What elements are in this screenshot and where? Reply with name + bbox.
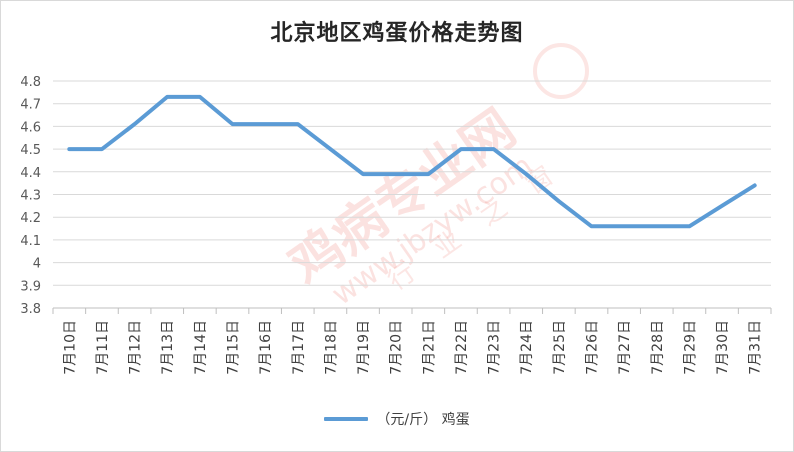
x-tick-label: 7月28日	[650, 320, 666, 375]
y-tick-label: 3.9	[20, 279, 41, 294]
y-tick-label: 4.4	[20, 166, 41, 181]
x-tick-label: 7月30日	[715, 320, 731, 375]
x-tick-label: 7月18日	[323, 320, 339, 375]
x-tick-label: 7月17日	[291, 320, 307, 375]
y-axis: 3.8 3.9 4 4.1 4.2 4.3 4.4 4.5 4.6 4.7 4.8	[20, 75, 41, 317]
x-tick-label: 7月13日	[160, 320, 176, 375]
y-tick-label: 4.1	[20, 234, 41, 249]
x-tick-label: 7月20日	[389, 320, 405, 375]
legend-swatch	[324, 417, 369, 421]
x-tick-label: 7月26日	[585, 320, 601, 375]
x-tick-label: 7月21日	[421, 320, 437, 375]
x-tick-label: 7月23日	[487, 320, 503, 375]
y-tick-label: 4.7	[20, 98, 41, 113]
y-tick-label: 4.2	[20, 211, 41, 226]
y-tick-label: 4.8	[20, 75, 41, 90]
watermark-circle	[533, 43, 589, 99]
chart-title: 北京地区鸡蛋价格走势图	[270, 21, 524, 46]
y-tick-label: 4.6	[20, 120, 41, 135]
x-tick-label: 7月25日	[552, 320, 568, 375]
x-tick-label: 7月16日	[258, 320, 274, 375]
x-tick-label: 7月12日	[128, 320, 144, 375]
x-tick-label: 7月15日	[226, 320, 242, 375]
legend: （元/斤） 鸡蛋	[1, 409, 793, 429]
y-tick-label: 3.8	[20, 302, 41, 317]
x-tick-label: 7月24日	[519, 320, 535, 375]
x-tick-label: 7月14日	[193, 320, 209, 375]
series-group	[67, 94, 757, 229]
y-tick-label: 4	[33, 257, 41, 272]
x-tick-label: 7月11日	[95, 320, 111, 375]
x-tick-labels: 7月10日 7月11日 7月12日 7月13日 7月14日 7月15日 7月16日 7月17日…	[62, 320, 763, 375]
x-axis	[52, 308, 772, 314]
x-tick-label: 7月29日	[682, 320, 698, 375]
x-tick-label: 7月27日	[617, 320, 633, 375]
y-tick-label: 4.3	[20, 189, 41, 204]
series-line	[67, 94, 757, 229]
gridlines	[53, 80, 771, 309]
x-tick-label: 7月19日	[356, 320, 372, 375]
watermark-main-text: 鸡病专业网	[279, 98, 526, 296]
watermark-slogan-text: 行业之窗	[383, 144, 584, 297]
y-tick-label: 4.5	[20, 143, 41, 158]
x-tick-label: 7月31日	[748, 320, 764, 375]
legend-label: （元/斤） 鸡蛋	[376, 412, 470, 428]
x-tick-label: 7月22日	[454, 320, 470, 375]
x-tick-label: 7月10日	[62, 320, 78, 375]
